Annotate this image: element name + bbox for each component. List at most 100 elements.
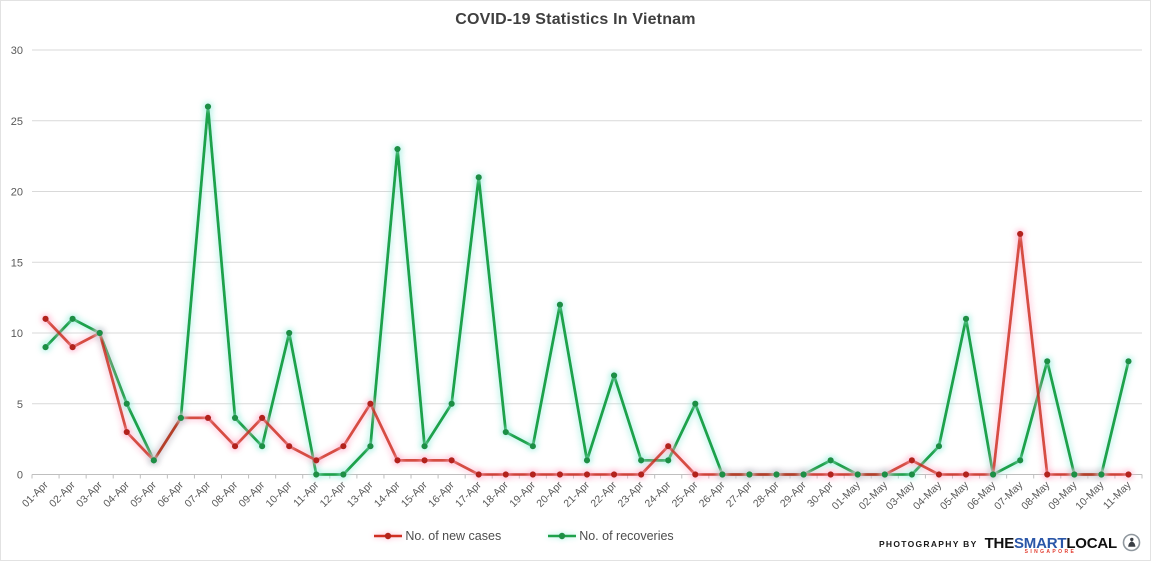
- point-1-17-Apr[interactable]: [475, 174, 482, 181]
- legend-label-recoveries: No. of recoveries: [579, 529, 674, 543]
- point-1-19-Apr[interactable]: [529, 443, 536, 450]
- x-tick-label: 26-Apr: [697, 479, 728, 510]
- point-0-04-May[interactable]: [935, 471, 943, 478]
- point-1-10-May[interactable]: [1098, 471, 1105, 478]
- point-1-01-Apr[interactable]: [42, 344, 49, 351]
- x-tick-label: 02-Apr: [47, 479, 78, 510]
- point-1-22-Apr[interactable]: [610, 372, 618, 379]
- point-0-09-Apr[interactable]: [259, 414, 266, 421]
- point-0-04-Apr[interactable]: [123, 428, 130, 436]
- x-tick-label: 04-Apr: [101, 479, 132, 510]
- point-1-02-Apr[interactable]: [69, 315, 76, 322]
- point-1-30-Apr[interactable]: [827, 457, 834, 464]
- point-0-03-May[interactable]: [908, 457, 915, 464]
- x-tick-label: 08-May: [1019, 479, 1053, 513]
- point-0-24-Apr[interactable]: [665, 443, 672, 450]
- point-1-11-Apr[interactable]: [313, 471, 320, 478]
- point-1-07-May[interactable]: [1017, 457, 1024, 464]
- point-0-05-May[interactable]: [962, 471, 970, 478]
- point-0-07-May[interactable]: [1017, 230, 1024, 238]
- point-1-18-Apr[interactable]: [502, 428, 509, 436]
- x-tick-label: 10-May: [1073, 479, 1107, 513]
- point-1-11-May[interactable]: [1125, 358, 1132, 365]
- point-1-06-May[interactable]: [989, 471, 997, 478]
- y-tick-label: 25: [11, 116, 23, 128]
- point-0-19-Apr[interactable]: [529, 471, 536, 478]
- point-0-15-Apr[interactable]: [421, 457, 428, 464]
- point-1-08-May[interactable]: [1044, 358, 1051, 365]
- point-0-16-Apr[interactable]: [448, 457, 455, 464]
- point-1-16-Apr[interactable]: [448, 400, 455, 407]
- point-0-20-Apr[interactable]: [556, 471, 564, 478]
- point-1-21-Apr[interactable]: [583, 457, 591, 464]
- tsl-mascot-icon: [1122, 533, 1141, 552]
- point-0-22-Apr[interactable]: [610, 471, 618, 478]
- point-0-10-Apr[interactable]: [286, 443, 293, 450]
- point-0-11-Apr[interactable]: [313, 457, 320, 464]
- point-1-14-Apr[interactable]: [394, 145, 401, 153]
- point-1-03-Apr[interactable]: [96, 329, 103, 337]
- x-tick-label: 05-May: [938, 479, 972, 513]
- x-tick-label: 21-Apr: [561, 479, 592, 510]
- legend-item-new-cases[interactable]: No. of new cases: [373, 529, 501, 543]
- point-1-04-Apr[interactable]: [123, 400, 130, 407]
- point-0-23-Apr[interactable]: [638, 471, 645, 478]
- point-0-01-Apr[interactable]: [42, 315, 49, 322]
- point-0-11-May[interactable]: [1125, 471, 1132, 478]
- chart-title: COVID-19 Statistics In Vietnam: [455, 11, 696, 28]
- x-tick-label: 01-Apr: [20, 479, 51, 510]
- point-1-06-Apr[interactable]: [177, 414, 185, 421]
- point-1-05-May[interactable]: [962, 315, 970, 322]
- point-1-24-Apr[interactable]: [665, 457, 672, 464]
- point-0-14-Apr[interactable]: [394, 457, 401, 464]
- legend-item-recoveries[interactable]: No. of recoveries: [547, 529, 674, 543]
- credit-prefix: PHOTOGRAPHY BY: [878, 539, 978, 549]
- point-1-01-May[interactable]: [854, 471, 861, 478]
- point-1-23-Apr[interactable]: [638, 457, 645, 464]
- point-0-30-Apr[interactable]: [827, 471, 834, 478]
- point-1-07-Apr[interactable]: [204, 103, 212, 110]
- point-0-07-Apr[interactable]: [204, 414, 212, 421]
- point-1-27-Apr[interactable]: [746, 471, 753, 478]
- point-1-28-Apr[interactable]: [773, 471, 780, 478]
- legend-label-new-cases: No. of new cases: [405, 529, 502, 543]
- point-1-12-Apr[interactable]: [340, 471, 347, 478]
- photo-credit: PHOTOGRAPHY BY THESMARTLOCAL SINGAPORE: [879, 532, 1141, 554]
- point-1-04-May[interactable]: [935, 443, 943, 450]
- point-1-09-May[interactable]: [1071, 471, 1078, 478]
- point-0-18-Apr[interactable]: [502, 471, 509, 478]
- point-0-02-Apr[interactable]: [69, 344, 76, 351]
- x-tick-label: 22-Apr: [588, 479, 619, 510]
- point-1-15-Apr[interactable]: [421, 443, 428, 450]
- y-tick-label: 5: [17, 399, 23, 411]
- point-1-10-Apr[interactable]: [286, 329, 293, 337]
- point-0-17-Apr[interactable]: [475, 471, 482, 478]
- point-1-09-Apr[interactable]: [259, 443, 266, 450]
- x-tick-label: 04-May: [911, 479, 945, 513]
- series-line-0: [44, 232, 1130, 476]
- point-0-08-Apr[interactable]: [231, 443, 239, 450]
- point-0-12-Apr[interactable]: [340, 443, 347, 450]
- point-0-08-May[interactable]: [1044, 471, 1051, 478]
- x-tick-label: 06-Apr: [155, 479, 186, 510]
- x-tick-label: 09-May: [1046, 479, 1080, 513]
- point-0-21-Apr[interactable]: [583, 471, 591, 478]
- point-1-26-Apr[interactable]: [719, 471, 726, 478]
- x-tick-label: 25-Apr: [670, 479, 701, 510]
- point-1-13-Apr[interactable]: [367, 443, 374, 450]
- point-0-25-Apr[interactable]: [692, 471, 699, 478]
- point-0-13-Apr[interactable]: [367, 400, 374, 407]
- point-1-25-Apr[interactable]: [692, 400, 699, 407]
- point-1-03-May[interactable]: [908, 471, 915, 478]
- point-1-29-Apr[interactable]: [800, 471, 807, 478]
- point-1-08-Apr[interactable]: [231, 414, 239, 421]
- x-tick-label: 18-Apr: [480, 479, 511, 510]
- x-tick-label: 09-Apr: [236, 479, 267, 510]
- recoveries-marker-icon: [547, 530, 577, 542]
- y-tick-label: 15: [11, 257, 23, 269]
- point-1-05-Apr[interactable]: [150, 457, 157, 464]
- point-1-20-Apr[interactable]: [556, 301, 564, 308]
- point-1-02-May[interactable]: [881, 471, 888, 478]
- brand-logo[interactable]: THESMARTLOCAL SINGAPORE: [985, 536, 1118, 555]
- x-tick-label: 17-Apr: [453, 479, 484, 510]
